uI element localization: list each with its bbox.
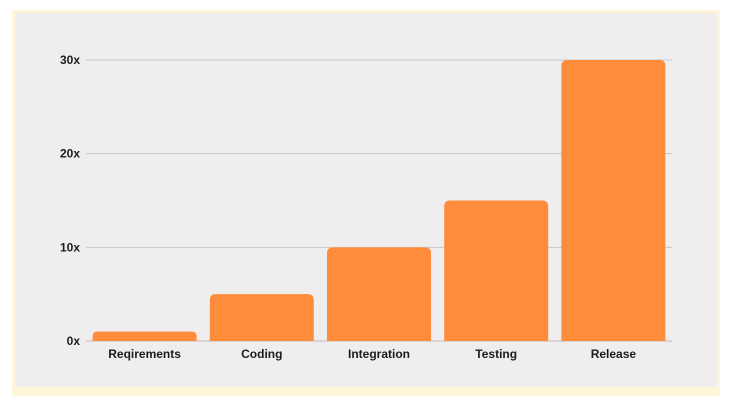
y-tick-label: 20x <box>60 147 80 161</box>
category-label-release: Release <box>591 347 637 361</box>
x-axis-category-labels: Reqirements Coding Integration Testing Relea… <box>108 347 636 361</box>
category-label-reqirements: Reqirements <box>108 347 181 361</box>
bar-testing <box>444 200 549 341</box>
category-label-integration: Integration <box>348 347 410 361</box>
y-tick-label: 30x <box>60 53 80 67</box>
category-label-testing: Testing <box>475 347 517 361</box>
bar-release <box>561 60 666 341</box>
category-label-coding: Coding <box>241 347 282 361</box>
y-axis-tick-labels: 0x 10x 20x 30x <box>60 53 80 348</box>
y-tick-label: 10x <box>60 240 80 254</box>
bar-coding <box>209 294 314 341</box>
y-tick-label: 0x <box>67 334 81 348</box>
bar-integration <box>327 247 431 341</box>
bar-reqirements <box>92 331 197 341</box>
bars <box>92 60 666 341</box>
